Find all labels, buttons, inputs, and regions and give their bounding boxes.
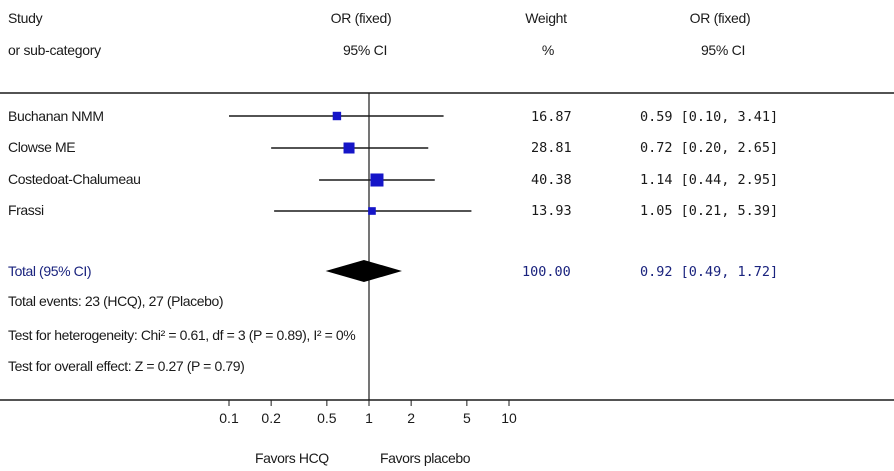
or-ci-value: 1.05 [0.21, 5.39] bbox=[640, 203, 779, 219]
total-or-ci: 0.92 [0.49, 1.72] bbox=[640, 264, 779, 280]
or-text-subheader: 95% CI bbox=[700, 42, 746, 58]
study-marker bbox=[368, 207, 376, 215]
or-ci-value: 1.14 [0.44, 2.95] bbox=[640, 172, 779, 188]
weight-header: Weight bbox=[525, 10, 567, 26]
tick-label: 10 bbox=[501, 410, 517, 426]
weight-value: 16.87 bbox=[531, 109, 572, 125]
study-name: Costedoat-Chalumeau bbox=[8, 171, 141, 187]
tick-label: 5 bbox=[463, 410, 471, 426]
favors-right-label: Favors placebo bbox=[380, 450, 471, 466]
tick-label: 1 bbox=[365, 410, 373, 426]
study-name: Frassi bbox=[8, 202, 44, 218]
study-subheader: or sub-category bbox=[8, 42, 101, 58]
study-header: Study bbox=[8, 10, 43, 26]
or-plot-header: OR (fixed) bbox=[330, 10, 392, 26]
or-ci-value: 0.59 [0.10, 3.41] bbox=[640, 109, 779, 125]
or-ci-value: 0.72 [0.20, 2.65] bbox=[640, 140, 779, 156]
study-marker bbox=[370, 173, 384, 187]
total-weight: 100.00 bbox=[522, 264, 571, 280]
tick-label: 0.2 bbox=[261, 410, 281, 426]
overall-effect-text: Test for overall effect: Z = 0.27 (P = 0… bbox=[8, 358, 245, 374]
total-events-text: Total events: 23 (HCQ), 27 (Placebo) bbox=[8, 293, 224, 309]
study-name: Buchanan NMM bbox=[8, 108, 104, 124]
or-plot-subheader: 95% CI bbox=[342, 42, 388, 58]
favors-left-label: Favors HCQ bbox=[255, 450, 329, 466]
weight-value: 13.93 bbox=[531, 203, 572, 219]
total-label: Total (95% CI) bbox=[8, 263, 92, 279]
weight-subheader: % bbox=[541, 42, 555, 58]
study-marker bbox=[332, 111, 342, 121]
heterogeneity-text: Test for heterogeneity: Chi² = 0.61, df … bbox=[8, 327, 356, 343]
tick-label: 0.1 bbox=[219, 410, 239, 426]
or-text-header: OR (fixed) bbox=[689, 10, 751, 26]
total-diamond bbox=[325, 260, 402, 282]
tick-label: 2 bbox=[407, 410, 415, 426]
study-name: Clowse ME bbox=[8, 139, 76, 155]
weight-value: 40.38 bbox=[531, 172, 572, 188]
study-marker bbox=[343, 142, 355, 154]
tick-label: 0.5 bbox=[317, 410, 337, 426]
weight-value: 28.81 bbox=[531, 140, 572, 156]
